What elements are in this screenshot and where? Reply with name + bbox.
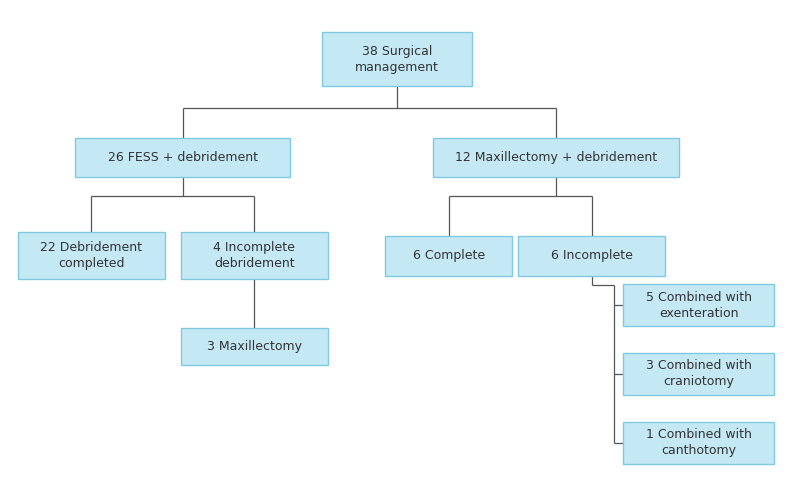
FancyBboxPatch shape: [75, 138, 290, 177]
Text: 6 Incomplete: 6 Incomplete: [550, 249, 633, 262]
FancyBboxPatch shape: [433, 138, 679, 177]
Text: 1 Combined with
canthotomy: 1 Combined with canthotomy: [646, 429, 752, 457]
FancyBboxPatch shape: [385, 236, 512, 276]
FancyBboxPatch shape: [518, 236, 665, 276]
Text: 26 FESS + debridement: 26 FESS + debridement: [108, 151, 257, 164]
FancyBboxPatch shape: [18, 233, 165, 279]
Text: 12 Maxillectomy + debridement: 12 Maxillectomy + debridement: [455, 151, 657, 164]
FancyBboxPatch shape: [623, 353, 774, 395]
FancyBboxPatch shape: [181, 329, 327, 365]
FancyBboxPatch shape: [623, 422, 774, 463]
Text: 6 Complete: 6 Complete: [413, 249, 484, 262]
FancyBboxPatch shape: [322, 32, 472, 86]
Text: 3 Maxillectomy: 3 Maxillectomy: [206, 340, 302, 353]
Text: 5 Combined with
exenteration: 5 Combined with exenteration: [646, 291, 752, 319]
FancyBboxPatch shape: [181, 233, 327, 279]
FancyBboxPatch shape: [623, 284, 774, 326]
Text: 3 Combined with
craniotomy: 3 Combined with craniotomy: [646, 360, 752, 388]
Text: 4 Incomplete
debridement: 4 Incomplete debridement: [213, 242, 295, 270]
Text: 22 Debridement
completed: 22 Debridement completed: [40, 242, 142, 270]
Text: 38 Surgical
management: 38 Surgical management: [355, 45, 439, 73]
